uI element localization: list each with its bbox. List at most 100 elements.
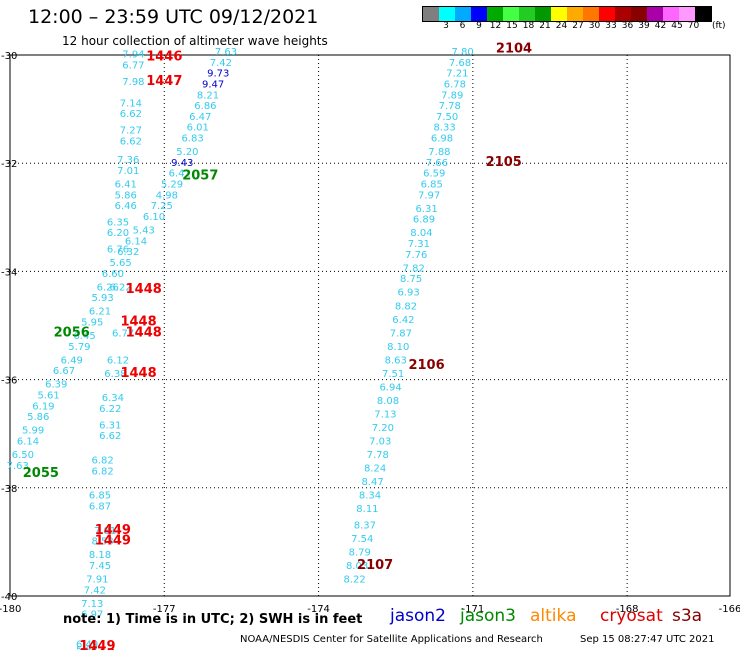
page-title: 12:00 – 23:59 UTC 09/12/2021 bbox=[28, 6, 319, 28]
wave-height-label: 6.45 bbox=[73, 331, 95, 342]
wave-height-label: 6.49 bbox=[61, 355, 83, 366]
wave-height-label: 5.99 bbox=[22, 426, 44, 437]
pass-time-label: 2057 bbox=[182, 168, 218, 183]
wave-height-label: 7.42 bbox=[210, 58, 232, 69]
pass-time-label: 2107 bbox=[357, 558, 393, 573]
wave-height-label: 8.24 bbox=[364, 464, 386, 475]
wave-height-label: 7.81 bbox=[94, 526, 116, 537]
wave-height-label: 8.47 bbox=[361, 477, 383, 488]
pass-time-label: 1447 bbox=[146, 74, 182, 89]
wave-height-label: 7.50 bbox=[436, 112, 458, 123]
wave-height-label: 5.86 bbox=[27, 412, 49, 423]
wave-height-label: 9.73 bbox=[207, 69, 229, 80]
x-tick-label: -174 bbox=[307, 604, 330, 615]
wave-height-label: 8.53 bbox=[91, 537, 113, 548]
legend-label: 18 bbox=[522, 21, 535, 31]
wave-height-label: 5.93 bbox=[91, 293, 113, 304]
pass-time-label: 2105 bbox=[486, 155, 522, 170]
wave-height-label: 7.87 bbox=[390, 328, 412, 339]
wave-height-label: 6.26 bbox=[97, 282, 119, 293]
y-tick-label: -36 bbox=[1, 376, 17, 387]
footer-note: note: 1) Time is in UTC; 2) SWH is in fe… bbox=[63, 612, 363, 627]
wave-height-label: 6.46 bbox=[115, 201, 137, 212]
wave-height-label: 6.62 bbox=[120, 109, 142, 120]
wave-height-label: 8.33 bbox=[433, 123, 455, 134]
legend-label: 70 bbox=[687, 21, 700, 31]
legend-swatch bbox=[423, 7, 439, 21]
wave-height-label: 5.86 bbox=[115, 190, 137, 201]
pass-time-label: 1446 bbox=[146, 49, 182, 64]
wave-height-label: 6.78 bbox=[444, 79, 466, 90]
satellite-label-cryosat: cryosat bbox=[600, 606, 663, 626]
wave-height-label: 5.79 bbox=[68, 342, 90, 353]
legend-label: 27 bbox=[572, 21, 584, 31]
legend-label: 3 bbox=[443, 21, 449, 31]
legend-label: 30 bbox=[588, 21, 601, 31]
wave-height-label: 8.04 bbox=[410, 228, 432, 239]
wave-height-label: 9.47 bbox=[202, 79, 224, 90]
y-tick-label: -38 bbox=[1, 484, 17, 495]
y-tick-label: -40 bbox=[1, 592, 17, 603]
wave-height-label: 7.89 bbox=[441, 90, 463, 101]
wave-height-label: 6.67 bbox=[53, 366, 75, 377]
wave-height-label: 5.43 bbox=[133, 226, 155, 237]
color-scale-labels: 3 6 9 12 15 18 21 24 27 30 33 36 39 42 45 70 bbox=[422, 21, 740, 33]
wave-height-label: 6.77 bbox=[112, 328, 134, 339]
wave-height-label: 6.41 bbox=[115, 180, 137, 191]
color-scale-legend bbox=[422, 6, 712, 22]
pass-time-label: 1449 bbox=[95, 523, 131, 538]
legend-swatch bbox=[615, 7, 631, 21]
wave-height-label: 6.39 bbox=[45, 380, 67, 391]
wave-height-label: 6.82 bbox=[91, 455, 113, 466]
wave-height-label: 6.31 bbox=[415, 204, 437, 215]
wave-height-label: 7.88 bbox=[428, 147, 450, 158]
wave-height-label: 6.21 bbox=[89, 307, 111, 318]
wave-height-label: 6.50 bbox=[12, 450, 34, 461]
wave-height-label: 6.62 bbox=[99, 431, 121, 442]
x-tick-label: -180 bbox=[0, 604, 21, 615]
satellite-label-jason3: jason3 bbox=[460, 606, 516, 626]
legend-label: 15 bbox=[506, 21, 518, 31]
wave-height-label: 6.62 bbox=[120, 136, 142, 147]
wave-height-label: 7.78 bbox=[439, 101, 461, 112]
wave-height-label: 8.82 bbox=[395, 301, 417, 312]
wave-height-label: 8.11 bbox=[356, 504, 378, 515]
pass-time-label: 1448 bbox=[126, 325, 162, 340]
wave-height-label: 7.63 bbox=[7, 461, 29, 472]
wave-height-label: 6.76 bbox=[107, 244, 129, 255]
legend-swatch bbox=[647, 7, 663, 21]
wave-height-label: 8.63 bbox=[385, 355, 407, 366]
wave-height-label: 6.86 bbox=[194, 101, 216, 112]
legend-swatch bbox=[503, 7, 519, 21]
wave-height-label: 8.08 bbox=[377, 396, 399, 407]
legend-swatch bbox=[455, 7, 471, 21]
x-tick-label: -177 bbox=[153, 604, 176, 615]
wave-height-label: 6.47 bbox=[189, 112, 211, 123]
x-tick-label: -166 bbox=[719, 604, 740, 615]
pass-time-label: 1449 bbox=[79, 647, 115, 650]
wave-height-label: 9.43 bbox=[171, 158, 193, 169]
legend-swatch bbox=[567, 7, 583, 21]
wave-height-label: 6.82 bbox=[91, 466, 113, 477]
wave-height-label: 7.13 bbox=[374, 409, 396, 420]
wave-height-label: 6.97 bbox=[81, 610, 103, 621]
wave-height-label: 7.21 bbox=[446, 69, 468, 80]
wave-height-label: 6.59 bbox=[423, 169, 445, 180]
wave-height-label: 7.78 bbox=[367, 450, 389, 461]
wave-height-label: 6.14 bbox=[17, 437, 39, 448]
legend-label: 45 bbox=[671, 21, 683, 31]
wave-height-label: 7.36 bbox=[117, 155, 139, 166]
legend-swatch bbox=[631, 7, 647, 21]
y-tick-label: -32 bbox=[1, 159, 17, 170]
wave-height-label: 6.35 bbox=[107, 217, 129, 228]
wave-height-label: 7.91 bbox=[86, 574, 108, 585]
wave-height-label: 8.22 bbox=[343, 574, 365, 585]
wave-height-label: 7.68 bbox=[449, 58, 471, 69]
wave-height-label: 7.14 bbox=[120, 98, 142, 109]
wave-height-label: 7.54 bbox=[351, 534, 373, 545]
x-tick-label: -168 bbox=[616, 604, 639, 615]
wave-height-label: 8.21 bbox=[197, 90, 219, 101]
wave-height-label: 7.97 bbox=[418, 190, 440, 201]
legend-swatch bbox=[583, 7, 599, 21]
